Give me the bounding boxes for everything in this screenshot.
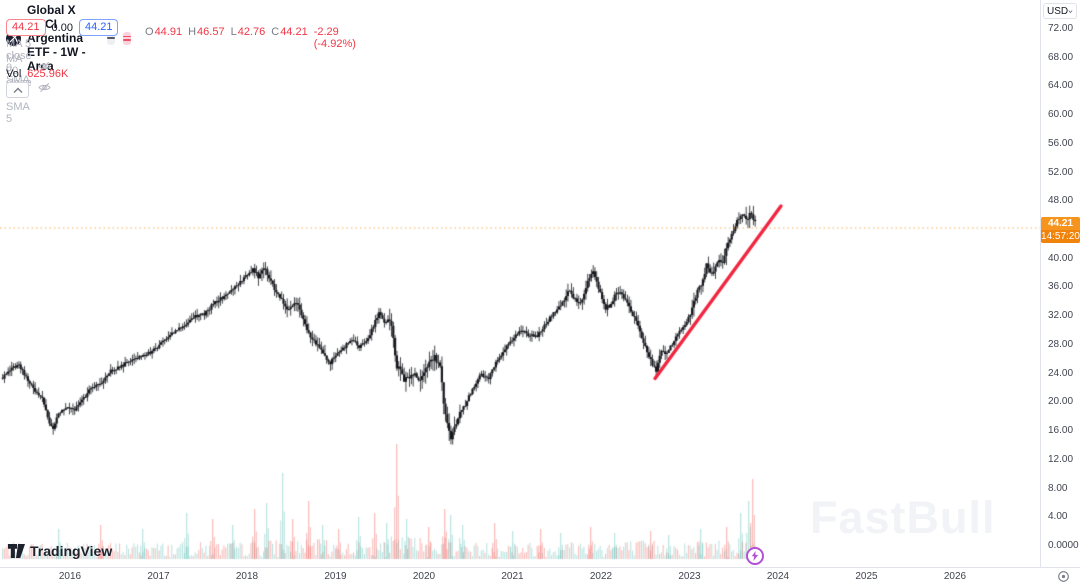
chevron-up-icon [13,87,22,93]
counter-price-tag: 44.21 [78,19,119,36]
price-tick: 56.00 [1048,137,1074,149]
currency-selector[interactable]: USD [1043,3,1077,19]
year-tick: 2026 [943,571,967,582]
eye-hidden-icon[interactable] [38,61,51,75]
price-tick: 40.00 [1048,252,1074,264]
price-tick: 64.00 [1048,80,1074,92]
price-tick: 20.00 [1048,396,1074,408]
price-chart-canvas[interactable] [0,0,1040,568]
price-tick: 16.00 [1048,425,1074,437]
year-tick: 2016 [58,571,82,582]
time-scale[interactable]: 2016 2017 2018 2019 2020 2021 2022 2023 2024 2025… [0,567,1080,585]
scale-settings-icon[interactable] [1057,570,1070,585]
price-tick: 12.00 [1048,453,1074,465]
event-lightning-icon[interactable] [746,547,764,565]
bar-countdown: 14:57:20 [1041,229,1080,243]
price-tick: 24.00 [1048,367,1074,379]
indicator-ma20-label[interactable]: MA 20 close 0 SMA 5 [6,53,32,125]
price-tick: 52.00 [1048,166,1074,178]
price-tick: 36.00 [1048,281,1074,293]
tradingview-logo[interactable]: TradingView [8,543,112,559]
eye-hidden-icon[interactable] [38,82,51,96]
price-tick: 8.00 [1048,482,1068,494]
price-tick: 48.00 [1048,195,1074,207]
last-price-value: 44.21 [1041,216,1080,230]
year-tick: 2024 [766,571,790,582]
change-readout: -2.29 (-4.92%) [313,26,356,50]
year-tick: 2025 [855,571,878,582]
price-tick: 4.00 [1048,511,1068,523]
year-tick: 2021 [501,571,524,582]
chevron-down-icon [1068,9,1073,13]
price-tick: 68.00 [1048,51,1074,63]
symbol-title[interactable]: Global X MSCI Argentina ETF - 1W - Arca [27,3,86,73]
volume-value: 625.96K [27,68,69,80]
tradingview-logo-text: TradingView [30,543,113,559]
year-tick: 2022 [589,571,613,582]
spread-value: 0.00 [51,21,73,34]
price-tick: 0.0000 [1048,539,1079,551]
collapse-legend-button[interactable] [6,82,29,98]
hide-legend-button[interactable] [107,31,115,45]
price-scale[interactable]: USD 72.00 68.00 64.00 60.00 56.00 52.00 48.00 4… [1040,0,1080,568]
year-tick: 2023 [678,571,701,582]
year-tick: 2017 [147,571,170,582]
year-tick: 2018 [235,571,259,582]
last-price-tag: 44.21 [6,19,46,36]
price-tick: 28.00 [1048,338,1074,350]
price-tick: 60.00 [1048,109,1074,121]
year-tick: 2019 [324,571,347,582]
tradingview-mark-icon [8,543,25,558]
legend-settings-button[interactable] [123,31,131,45]
ohlc-readout: O 44.91 H 46.57 L 42.76 C 44.21 -2.29 (-4.92… [145,26,356,50]
volume-label[interactable]: Vol [6,68,22,80]
price-tick: 32.00 [1048,310,1074,322]
price-tick: 72.00 [1048,23,1074,34]
last-price-badge: 44.21 14:57:20 [1041,216,1080,243]
year-tick: 2020 [412,571,436,582]
